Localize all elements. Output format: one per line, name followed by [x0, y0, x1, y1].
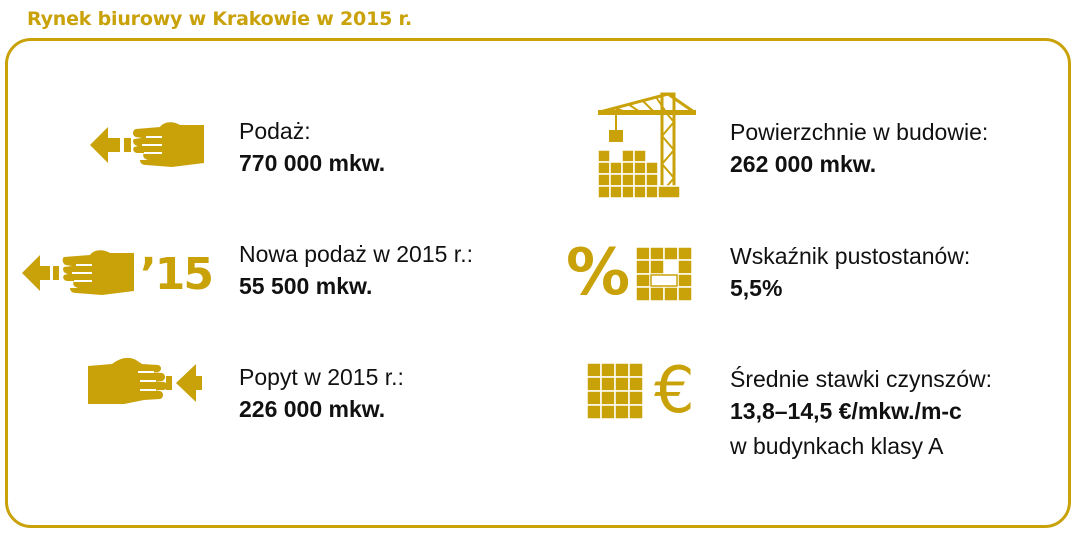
supply-stat: Podaż: 770 000 mkw. — [239, 115, 385, 179]
vacancy-label: Wskaźnik pustostanów: — [730, 243, 971, 269]
demand-value: 226 000 mkw. — [239, 396, 386, 422]
demand-label: Popyt w 2015 r.: — [239, 364, 404, 390]
euro-icon: € — [654, 354, 695, 428]
hand-give-arrow-left-icon — [22, 250, 134, 295]
new-supply-value: 55 500 mkw. — [239, 273, 373, 299]
hand-give-arrow-left-icon — [90, 122, 204, 167]
year-mark: ’15 — [140, 249, 214, 300]
info-panel — [5, 38, 1071, 528]
building-grid-icon — [587, 363, 643, 419]
construction-label: Powierzchnie w budowie: — [730, 119, 989, 145]
rent-note: w budynkach klasy A — [730, 433, 944, 459]
rent-value: 13,8–14,5 €/mkw./m-c — [730, 398, 962, 424]
vacancy-stat: Wskaźnik pustostanów: 5,5% — [730, 240, 970, 304]
rent-stat: Średnie stawki czynszów: 13,8–14,5 €/mkw… — [730, 363, 992, 465]
supply-value: 770 000 mkw. — [239, 150, 386, 176]
construction-stat: Powierzchnie w budowie: 262 000 mkw. — [730, 116, 988, 180]
new-supply-stat: Nowa podaż w 2015 r.: 55 500 mkw. — [239, 238, 473, 302]
percent-icon: % — [566, 236, 631, 310]
page-title: Rynek biurowy w Krakowie w 2015 r. — [27, 8, 413, 30]
vacancy-value: 5,5% — [730, 275, 783, 301]
demand-stat: Popyt w 2015 r.: 226 000 mkw. — [239, 361, 404, 425]
crane-building-icon — [597, 92, 696, 199]
construction-value: 262 000 mkw. — [730, 151, 877, 177]
supply-label: Podaż: — [239, 118, 311, 144]
new-supply-label: Nowa podaż w 2015 r.: — [239, 241, 473, 267]
hand-receive-arrow-left-icon — [88, 357, 202, 404]
building-grid-icon — [636, 247, 692, 301]
rent-label: Średnie stawki czynszów: — [730, 366, 993, 392]
